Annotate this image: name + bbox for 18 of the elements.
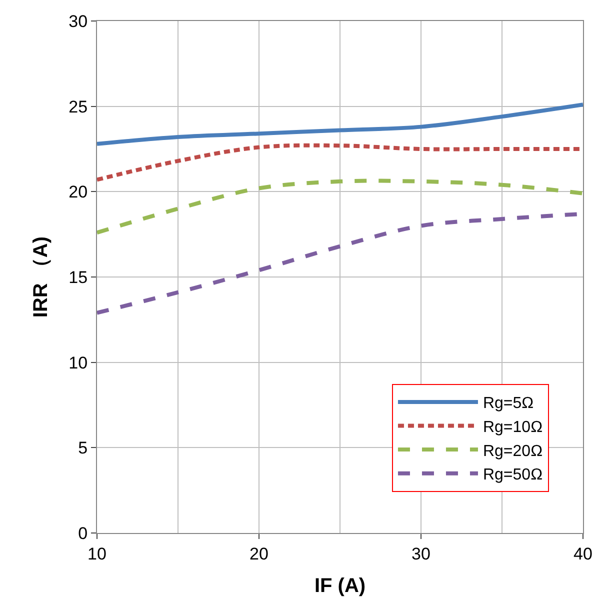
y-tick-label: 20 [68, 182, 88, 202]
y-tick-label: 5 [78, 438, 88, 458]
legend-label: Rg=20Ω [482, 442, 543, 460]
y-axis-title: IRR （A) [30, 236, 52, 318]
x-tick-label: 40 [574, 544, 592, 564]
legend-label: Rg=5Ω [482, 395, 534, 412]
x-tick-label: 30 [412, 544, 430, 564]
y-tick-label: 10 [68, 353, 88, 372]
x-axis-title: IF (A) [314, 574, 366, 597]
y-tick-label: 15 [68, 268, 88, 287]
legend-label: Rg=10Ω [482, 418, 543, 436]
x-tick-label: 20 [250, 544, 268, 564]
y-tick-label: 30 [68, 12, 88, 31]
line-series [97, 178, 583, 235]
line-series [97, 102, 583, 146]
y-tick-label: 0 [78, 524, 88, 543]
legend-label: Rg=50Ω [482, 466, 543, 484]
y-tick-label: 25 [68, 97, 88, 116]
